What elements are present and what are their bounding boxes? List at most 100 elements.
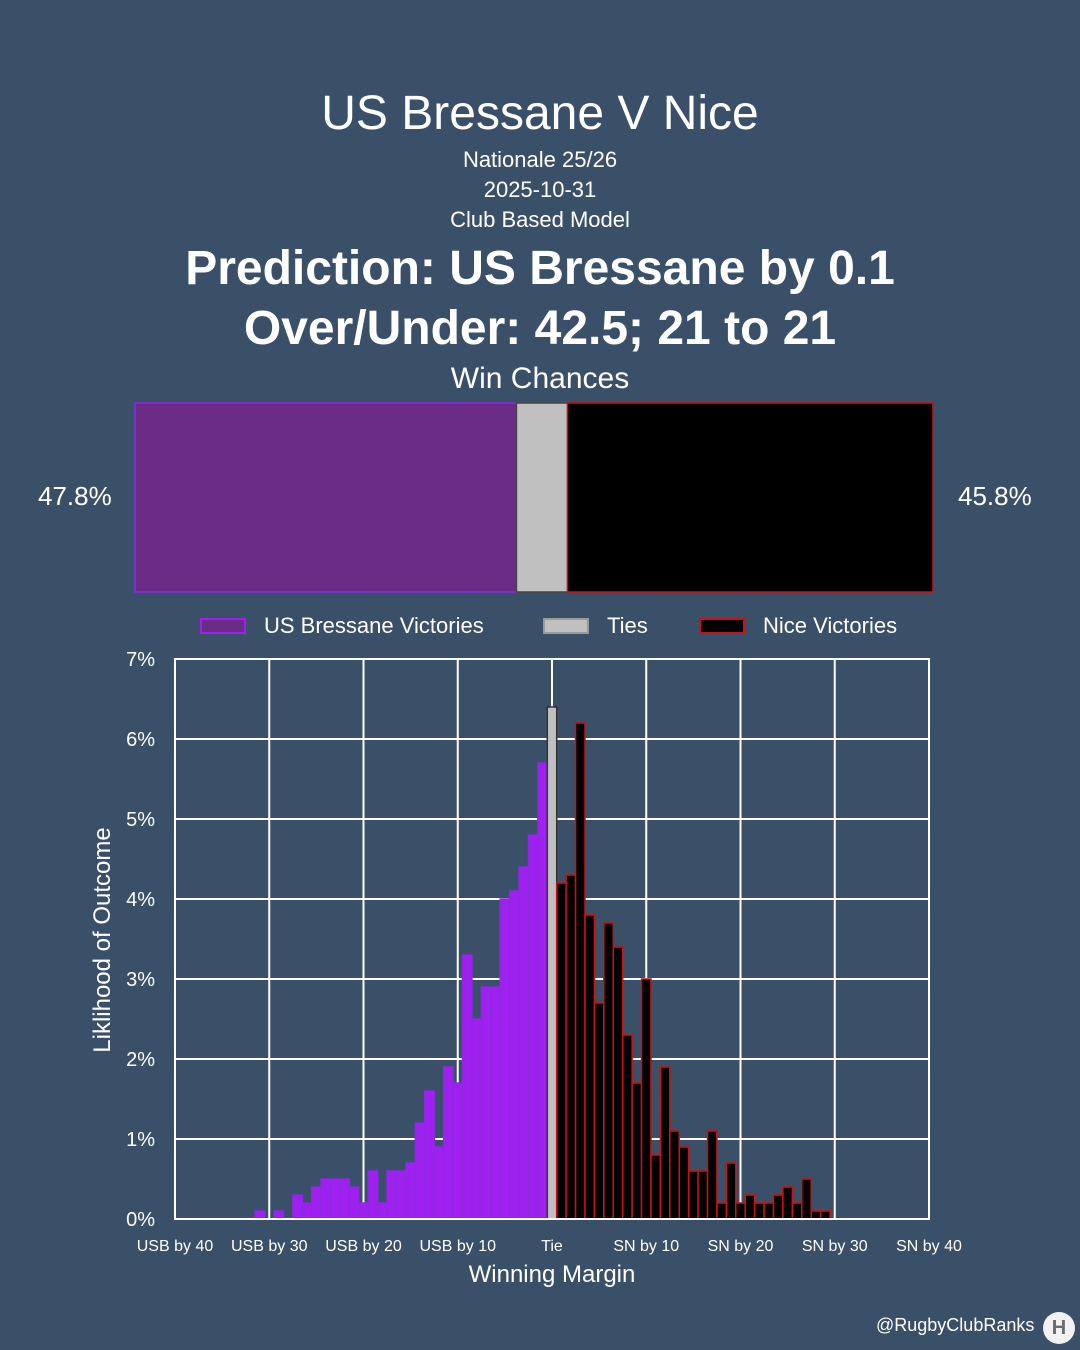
win-chances-title: Win Chances bbox=[450, 362, 630, 395]
bar-home bbox=[461, 954, 473, 1220]
legend-label-away: Nice Victories bbox=[763, 613, 898, 638]
x-tick-label: SN by 30 bbox=[802, 1238, 868, 1255]
legend-home: US Bressane Victories bbox=[200, 612, 484, 640]
histogram-bars bbox=[254, 706, 831, 1220]
bar-home bbox=[310, 1186, 322, 1220]
bar-away bbox=[697, 1170, 709, 1220]
bar-away bbox=[565, 874, 577, 1220]
x-tick-label: USB by 20 bbox=[325, 1238, 402, 1255]
model-label: Club Based Model bbox=[450, 207, 630, 232]
x-tick-label: SN by 20 bbox=[708, 1238, 774, 1255]
bar-home bbox=[273, 1210, 285, 1220]
bar-away bbox=[716, 1202, 728, 1220]
away-win-percent: 45.8% bbox=[958, 481, 1032, 511]
bar-away bbox=[791, 1202, 803, 1220]
legend-label-home: US Bressane Victories bbox=[264, 613, 484, 638]
win-bar-away bbox=[566, 402, 934, 593]
logo-icon: H bbox=[1043, 1312, 1075, 1344]
legend-swatch-home bbox=[200, 618, 246, 634]
bar-home bbox=[292, 1194, 303, 1220]
bar-away bbox=[678, 1146, 690, 1220]
bar-away bbox=[819, 1210, 831, 1220]
bar-away bbox=[687, 1170, 699, 1220]
x-axis-label: Winning Margin bbox=[469, 1261, 636, 1288]
bar-home bbox=[433, 1146, 445, 1220]
bar-home bbox=[424, 1090, 435, 1220]
legend-tie: Ties bbox=[543, 612, 648, 640]
y-tick-label: 5% bbox=[126, 809, 155, 831]
bar-away bbox=[621, 1034, 633, 1220]
bar-home bbox=[518, 866, 530, 1220]
y-tick-label: 2% bbox=[126, 1049, 155, 1071]
y-tick-label: 6% bbox=[126, 729, 155, 751]
over-under-text: Over/Under: 42.5; 21 to 21 bbox=[243, 302, 837, 355]
x-tick-label: USB by 10 bbox=[420, 1238, 497, 1255]
plot-frame bbox=[174, 658, 930, 1220]
y-tick-label: 7% bbox=[126, 649, 155, 671]
bar-away bbox=[555, 882, 567, 1220]
bar-away bbox=[772, 1194, 784, 1220]
credit-handle: @RugbyClubRanks bbox=[876, 1315, 1035, 1335]
bar-home bbox=[527, 834, 539, 1220]
bar-home bbox=[254, 1210, 266, 1220]
x-tick-label: Tie bbox=[541, 1238, 563, 1255]
bar-away bbox=[744, 1194, 756, 1220]
bar-home bbox=[442, 1066, 454, 1220]
match-date: 2025-10-31 bbox=[483, 177, 597, 202]
bar-home bbox=[301, 1202, 313, 1220]
bar-home bbox=[537, 762, 549, 1220]
bar-home bbox=[395, 1170, 407, 1220]
x-tick-label: SN by 10 bbox=[613, 1238, 679, 1255]
bar-home bbox=[405, 1162, 417, 1220]
bar-home bbox=[358, 1202, 369, 1220]
bar-home bbox=[499, 898, 511, 1220]
home-win-percent: 47.8% bbox=[38, 481, 112, 511]
axis-ticks: USB by 40 USB by 30 USB by 20 USB by 10 Tie S… bbox=[126, 649, 962, 1255]
bar-away bbox=[706, 1130, 718, 1220]
bar-home bbox=[452, 1082, 464, 1220]
bar-home bbox=[489, 986, 501, 1220]
bar-away bbox=[593, 1002, 605, 1220]
bar-away bbox=[782, 1186, 794, 1220]
bar-away bbox=[650, 1154, 662, 1220]
bar-away bbox=[753, 1202, 765, 1220]
y-tick-label: 0% bbox=[126, 1209, 155, 1231]
bar-away bbox=[669, 1130, 680, 1220]
bar-home bbox=[339, 1178, 351, 1220]
bar-home bbox=[471, 1018, 483, 1220]
chart-title: US Bressane V Nice bbox=[321, 87, 759, 140]
bar-home bbox=[386, 1170, 398, 1220]
bar-home bbox=[376, 1202, 388, 1220]
bar-away bbox=[574, 722, 586, 1220]
bar-home bbox=[348, 1186, 360, 1220]
legend-label-tie: Ties bbox=[607, 613, 648, 638]
y-tick-label: 4% bbox=[126, 889, 155, 911]
y-tick-label: 3% bbox=[126, 969, 155, 991]
x-tick-label: USB by 40 bbox=[137, 1238, 214, 1255]
competition-label: Nationale 25/26 bbox=[462, 147, 618, 172]
legend-away: Nice Victories bbox=[699, 612, 897, 640]
bar-home bbox=[367, 1170, 379, 1220]
bar-away bbox=[659, 1066, 671, 1220]
win-chances-bar bbox=[134, 402, 934, 593]
bar-home bbox=[480, 986, 492, 1220]
bar-home bbox=[320, 1178, 332, 1220]
margin-histogram: USB by 40 USB by 30 USB by 20 USB by 10 Tie S… bbox=[89, 649, 962, 1288]
bar-away bbox=[631, 1082, 643, 1220]
bar-away bbox=[640, 978, 652, 1220]
y-tick-label: 1% bbox=[126, 1129, 155, 1151]
bar-away bbox=[810, 1210, 822, 1220]
bar-away bbox=[603, 922, 615, 1220]
bar-tie bbox=[546, 706, 558, 1220]
legend-swatch-away bbox=[699, 618, 745, 634]
bar-away bbox=[725, 1162, 737, 1220]
bar-home bbox=[508, 890, 520, 1220]
bar-away bbox=[584, 914, 596, 1220]
bar-home bbox=[414, 1122, 426, 1220]
x-tick-label: USB by 30 bbox=[231, 1238, 308, 1255]
prediction-text: Prediction: US Bressane by 0.1 bbox=[185, 242, 895, 295]
bar-home bbox=[329, 1178, 341, 1220]
bar-away bbox=[735, 1202, 746, 1220]
bar-away bbox=[612, 946, 624, 1220]
bar-away bbox=[801, 1178, 812, 1220]
